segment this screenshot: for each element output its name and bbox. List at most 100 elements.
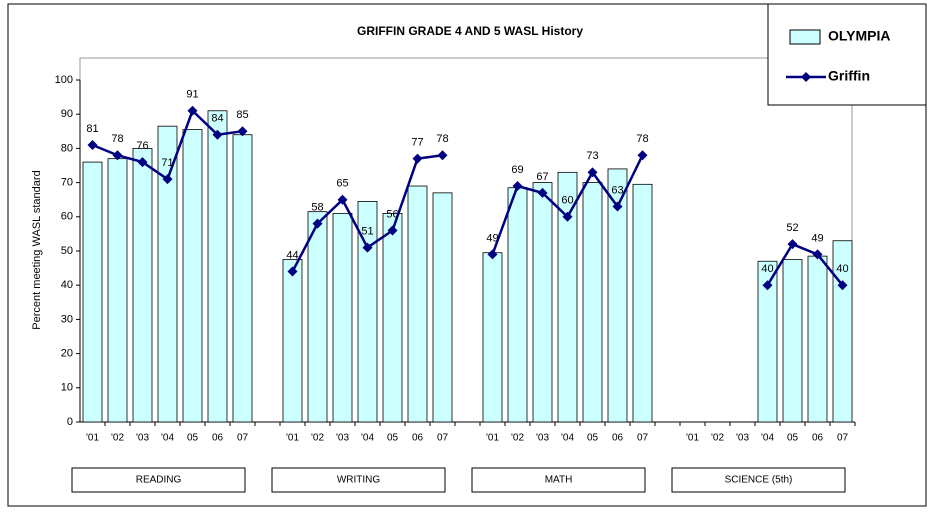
- x-tick-label: '01: [486, 433, 499, 444]
- x-tick-label: '04: [761, 433, 774, 444]
- y-tick-label: 10: [61, 382, 73, 394]
- data-label: 81: [86, 123, 98, 135]
- bar: [432, 192, 453, 423]
- data-label: 44: [286, 249, 298, 261]
- x-tick-label: '02: [711, 433, 724, 444]
- x-tick-label: 06: [612, 433, 624, 444]
- legend-label: OLYMPIA: [828, 28, 891, 44]
- marker: [637, 150, 648, 161]
- marker: [487, 249, 498, 260]
- data-label: 65: [336, 178, 348, 190]
- bar: [532, 182, 553, 423]
- bar: [157, 125, 178, 423]
- group-box: [71, 467, 246, 493]
- x-tick-label: '01: [286, 433, 299, 444]
- x-tick-label: '02: [511, 433, 524, 444]
- x-tick-label: '04: [561, 433, 574, 444]
- marker: [537, 187, 548, 198]
- y-tick-label: 20: [61, 348, 73, 360]
- bar: [132, 147, 153, 423]
- bar: [82, 161, 103, 423]
- marker: [837, 280, 848, 291]
- marker: [412, 153, 423, 164]
- marker: [137, 157, 148, 168]
- bar: [382, 212, 403, 423]
- data-label: 40: [761, 263, 773, 275]
- y-tick-label: 80: [61, 142, 73, 154]
- bar: [607, 168, 628, 423]
- x-tick-label: 05: [187, 433, 199, 444]
- y-axis-label: Percent meeting WASL standard: [31, 170, 43, 329]
- bar: [357, 201, 378, 423]
- marker: [437, 150, 448, 161]
- marker: [762, 280, 773, 291]
- x-tick-label: '01: [686, 433, 699, 444]
- y-tick-label: 70: [61, 177, 73, 189]
- data-label: 49: [811, 232, 823, 244]
- legend-label: Griffin: [828, 68, 870, 84]
- x-tick-label: '02: [111, 433, 124, 444]
- data-label: 52: [786, 222, 798, 234]
- x-tick-label: 06: [212, 433, 224, 444]
- bar: [182, 129, 203, 423]
- y-tick-label: 100: [55, 74, 73, 86]
- data-label: 58: [311, 202, 323, 214]
- bar: [832, 240, 853, 423]
- bar: [232, 134, 253, 423]
- marker: [587, 167, 598, 178]
- bar: [632, 183, 653, 423]
- marker: [162, 174, 173, 185]
- group-box: [671, 467, 846, 493]
- x-tick-label: 05: [587, 433, 599, 444]
- marker: [112, 150, 123, 161]
- group-label: WRITING: [337, 475, 381, 486]
- x-tick-label: '02: [311, 433, 324, 444]
- x-tick-label: '01: [86, 433, 99, 444]
- marker: [512, 181, 523, 192]
- data-label: 78: [111, 133, 123, 145]
- data-label: 85: [236, 109, 248, 121]
- x-tick-label: '04: [161, 433, 174, 444]
- data-label: 40: [836, 263, 848, 275]
- bar: [507, 187, 528, 423]
- bar: [782, 259, 803, 423]
- marker: [287, 266, 298, 277]
- data-label: 73: [586, 150, 598, 162]
- bar: [107, 158, 128, 423]
- x-tick-label: 05: [387, 433, 399, 444]
- data-label: 77: [411, 137, 423, 149]
- y-tick-label: 50: [61, 245, 73, 257]
- legend-swatch: [789, 29, 821, 45]
- x-tick-label: 07: [837, 433, 849, 444]
- x-tick-label: '03: [136, 433, 149, 444]
- bar: [307, 211, 328, 423]
- x-tick-label: '03: [736, 433, 749, 444]
- marker: [362, 242, 373, 253]
- y-tick-label: 0: [67, 416, 73, 428]
- group-box: [271, 467, 446, 493]
- data-label: 49: [486, 232, 498, 244]
- data-label: 56: [386, 208, 398, 220]
- marker: [812, 249, 823, 260]
- bar: [282, 259, 303, 423]
- marker: [337, 194, 348, 205]
- x-tick-label: '03: [336, 433, 349, 444]
- bar: [757, 260, 778, 423]
- marker: [787, 239, 798, 250]
- data-label: 51: [361, 225, 373, 237]
- x-tick-label: 07: [237, 433, 249, 444]
- legend-marker: [801, 72, 811, 82]
- marker: [312, 218, 323, 229]
- data-label: 76: [136, 140, 148, 152]
- x-tick-label: '04: [361, 433, 374, 444]
- marker: [237, 126, 248, 137]
- marker: [187, 105, 198, 116]
- bar: [407, 185, 428, 423]
- bar: [207, 110, 228, 423]
- group-box: [471, 467, 646, 493]
- x-tick-label: 06: [812, 433, 824, 444]
- marker: [562, 211, 573, 222]
- x-tick-label: 06: [412, 433, 424, 444]
- marker: [612, 201, 623, 212]
